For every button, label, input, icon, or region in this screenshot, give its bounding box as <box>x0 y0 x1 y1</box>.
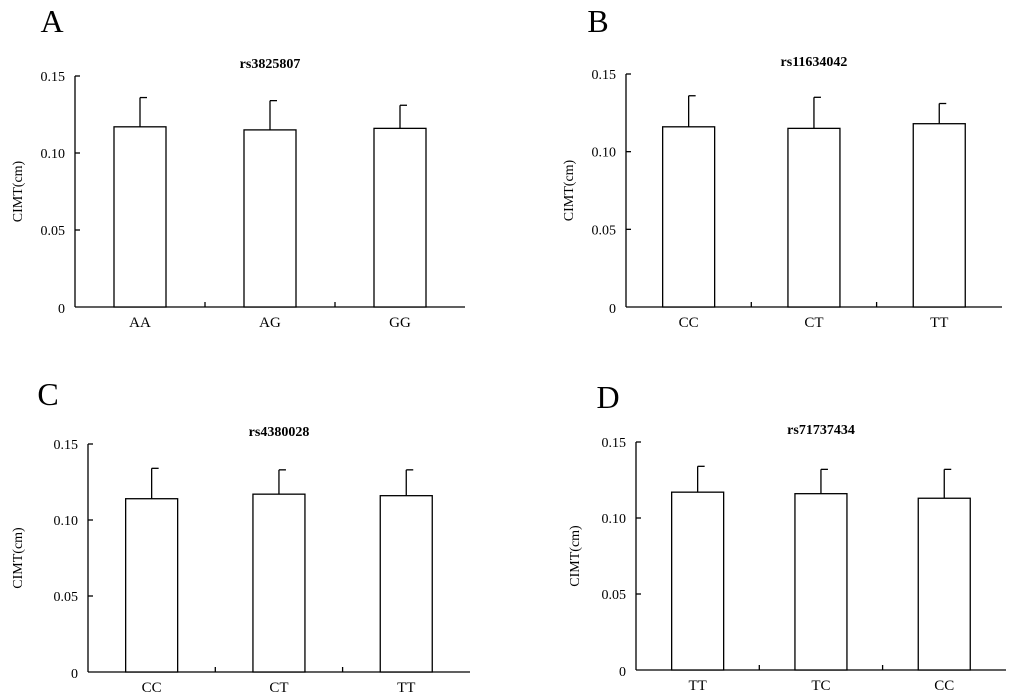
x-tick-label: TT <box>688 678 706 694</box>
bar-ct <box>787 127 841 308</box>
x-tick-label: TT <box>930 315 948 331</box>
x-tick-label: AG <box>259 315 281 331</box>
bar-tc <box>794 493 848 671</box>
y-tick-label: 0 <box>58 302 65 317</box>
bar-cc <box>125 498 179 673</box>
y-tick-label: 0 <box>71 667 78 682</box>
y-tick-label: 0.10 <box>592 146 617 161</box>
chart-title: rs11634042 <box>781 55 848 70</box>
bar-tt <box>671 491 725 671</box>
bar-cc <box>662 126 716 308</box>
x-tick-label: CC <box>142 680 162 696</box>
bar-tt <box>912 123 966 308</box>
x-tick-label: GG <box>389 315 411 331</box>
y-tick-label: 0.15 <box>54 438 79 453</box>
chart-title: rs4380028 <box>249 425 310 440</box>
y-tick-label: 0.05 <box>592 223 617 238</box>
panel-letter: C <box>37 376 58 412</box>
bar-cc <box>917 497 971 671</box>
panel-letter: D <box>596 379 619 415</box>
y-tick-label: 0.05 <box>54 590 79 605</box>
y-tick-label: 0.10 <box>602 512 627 527</box>
y-tick-label: 0 <box>619 665 626 680</box>
y-tick-label: 0.15 <box>41 70 66 85</box>
chart-title: rs71737434 <box>787 423 855 438</box>
x-tick-label: CC <box>679 315 699 331</box>
x-tick-label: AA <box>129 315 151 331</box>
y-axis-label: CIMT(cm) <box>11 160 26 222</box>
x-tick-label: CT <box>269 680 288 696</box>
y-tick-label: 0.15 <box>592 68 617 83</box>
y-axis-label: CIMT(cm) <box>11 527 26 589</box>
panel-letter: A <box>40 3 63 39</box>
x-tick-label: CT <box>804 315 823 331</box>
x-tick-label: TC <box>811 678 830 694</box>
bar-ag <box>243 129 297 308</box>
bar-ct <box>252 493 306 673</box>
y-axis-label: CIMT(cm) <box>568 525 583 587</box>
chart-title: rs3825807 <box>240 57 301 72</box>
bar-aa <box>113 126 167 308</box>
x-tick-label: CC <box>934 678 954 694</box>
y-axis-label: CIMT(cm) <box>562 159 577 221</box>
x-tick-label: TT <box>397 680 415 696</box>
y-tick-label: 0 <box>609 302 616 317</box>
bar-tt <box>379 495 433 673</box>
y-tick-label: 0.15 <box>602 436 627 451</box>
y-tick-label: 0.05 <box>41 224 66 239</box>
y-tick-label: 0.10 <box>54 514 79 529</box>
panel-letter: B <box>587 3 608 39</box>
bar-gg <box>373 127 427 308</box>
y-tick-label: 0.05 <box>602 588 627 603</box>
y-tick-label: 0.10 <box>41 147 66 162</box>
